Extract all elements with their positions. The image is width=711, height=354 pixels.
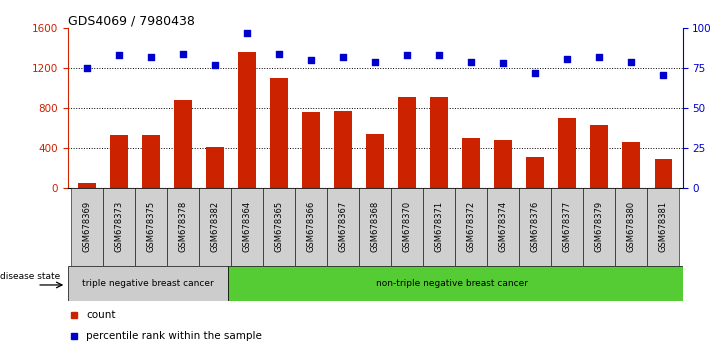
Point [273,51,284,57]
Bar [398,97,416,188]
Text: disease state: disease state [0,272,60,281]
Bar [206,147,224,188]
Bar [455,188,487,266]
Point [466,59,477,65]
Text: percentile rank within the sample: percentile rank within the sample [86,331,262,341]
Bar [71,188,103,266]
Point [594,54,605,60]
Bar [334,111,352,188]
Point [658,72,669,78]
Text: GSM678374: GSM678374 [498,201,508,252]
Bar [174,100,192,188]
Bar [623,142,640,188]
Bar [142,135,160,188]
Text: GSM678371: GSM678371 [434,201,444,252]
Bar [78,183,95,188]
Bar [270,78,288,188]
Bar [228,266,683,301]
Text: GSM678378: GSM678378 [178,201,188,252]
Bar [487,188,519,266]
Text: GSM678365: GSM678365 [274,201,284,252]
Point [562,56,573,62]
Bar [655,159,672,188]
Text: GSM678376: GSM678376 [530,201,540,252]
Bar [590,125,608,188]
Text: triple negative breast cancer: triple negative breast cancer [82,279,213,288]
Bar [430,97,448,188]
Point [626,59,637,65]
Bar [231,188,263,266]
Text: GSM678377: GSM678377 [562,201,572,252]
Bar [103,188,135,266]
Bar [263,188,295,266]
Text: GSM678364: GSM678364 [242,201,252,252]
Text: GSM678375: GSM678375 [146,201,155,252]
Point [113,53,124,58]
Text: GSM678368: GSM678368 [370,201,380,252]
Bar [391,188,423,266]
Bar [558,118,576,188]
Bar [199,188,231,266]
Text: GDS4069 / 7980438: GDS4069 / 7980438 [68,14,194,27]
Text: GSM678369: GSM678369 [82,201,91,252]
Bar [583,188,615,266]
Bar [526,157,544,188]
Bar [551,188,583,266]
Bar [423,188,455,266]
Bar [366,134,384,188]
Bar [327,188,359,266]
Text: GSM678372: GSM678372 [466,201,476,252]
Point [337,54,348,60]
Text: non-triple negative breast cancer: non-triple negative breast cancer [376,279,528,288]
Bar [494,140,512,188]
Text: GSM678367: GSM678367 [338,201,348,252]
Point [241,30,252,36]
Bar [110,135,127,188]
Bar [647,188,679,266]
Point [402,53,413,58]
Bar [135,188,167,266]
Point [305,57,316,63]
Point [177,51,188,57]
Bar [302,112,320,188]
Point [530,70,541,76]
Text: GSM678381: GSM678381 [659,201,668,252]
Bar [68,266,228,301]
Point [498,61,509,66]
Point [434,53,445,58]
Text: GSM678380: GSM678380 [627,201,636,252]
Bar [295,188,327,266]
Text: GSM678379: GSM678379 [595,201,604,252]
Bar [615,188,647,266]
Point [145,54,156,60]
Text: GSM678382: GSM678382 [210,201,220,252]
Bar [167,188,199,266]
Bar [359,188,391,266]
Point [81,65,92,71]
Point [370,59,381,65]
Text: count: count [86,310,115,320]
Text: GSM678366: GSM678366 [306,201,316,252]
Text: GSM678373: GSM678373 [114,201,123,252]
Bar [462,138,480,188]
Bar [238,52,256,188]
Text: GSM678370: GSM678370 [402,201,412,252]
Bar [519,188,551,266]
Point [209,62,220,68]
